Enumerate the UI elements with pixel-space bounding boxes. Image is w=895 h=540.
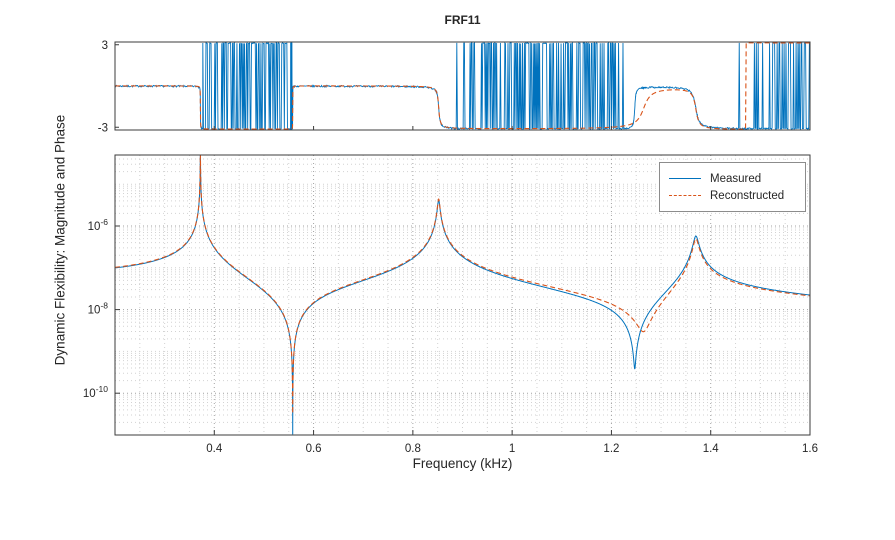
magnitude-y-tick-label: 10-10 [83, 384, 108, 400]
x-tick-label: 0.4 [206, 443, 223, 455]
reconstructed-line-sample [669, 195, 701, 196]
legend-label-measured: Measured [710, 172, 762, 185]
chart-title: FRF11 [444, 13, 481, 27]
legend-entry-reconstructed: Reconstructed [669, 187, 805, 204]
phase-y-tick-label: -3 [98, 122, 108, 134]
x-tick-label: 1.6 [802, 443, 818, 455]
x-tick-label: 1 [509, 443, 515, 455]
legend: Measured Reconstructed [659, 162, 806, 212]
magnitude-y-tick-label: 10-8 [88, 301, 109, 317]
x-tick-label: 0.8 [405, 443, 421, 455]
phase-axes-box [114, 41, 811, 131]
measured-line-sample [669, 178, 701, 179]
tick-marks [115, 44, 811, 435]
reconstructed-phase-curve [115, 42, 810, 130]
y-axis-label: Dynamic Flexibility: Magnitude and Phase [52, 114, 68, 366]
legend-label-reconstructed: Reconstructed [710, 189, 785, 202]
x-tick-label: 1.2 [603, 443, 619, 455]
measured-phase-curve [115, 42, 810, 130]
phase-y-tick-label: 3 [102, 40, 108, 52]
x-tick-label: 1.4 [703, 443, 720, 455]
x-tick-label: 0.6 [306, 443, 322, 455]
magnitude-axes-box [114, 154, 811, 436]
reconstructed-magnitude-curve [115, 155, 810, 414]
x-axis-label: Frequency (kHz) [412, 456, 513, 471]
magnitude-y-tick-label: 10-6 [88, 217, 109, 233]
legend-entry-measured: Measured [669, 170, 805, 187]
magnitude-grid [115, 155, 810, 435]
